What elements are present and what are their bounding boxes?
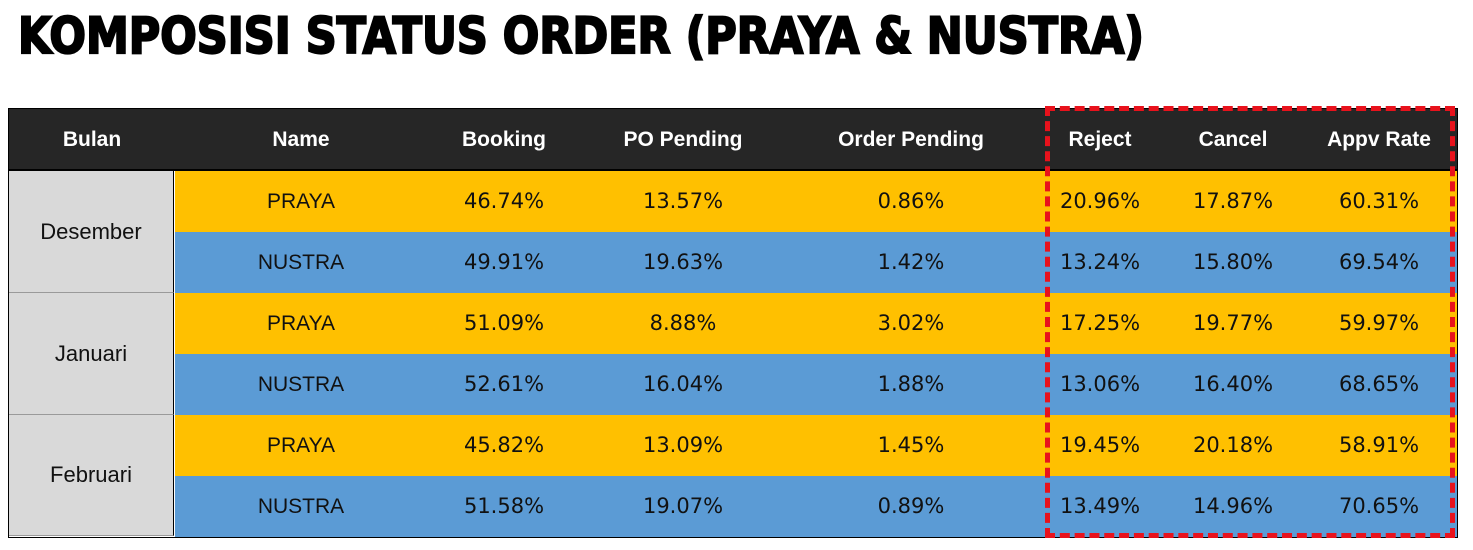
cell-po-pending: 8.88% [649,311,717,335]
table-row: PRAYA 51.09% 8.88% 3.02% 17.25% 19.77% 59.97% [175,293,1457,354]
cell-name: PRAYA [266,190,336,213]
cell-order-pending: 3.02% [877,311,945,335]
cell-order-pending: 1.42% [877,250,945,274]
cell-reject: 13.24% [1059,250,1141,274]
cell-appv-rate: 70.65% [1338,494,1420,518]
table-row: NUSTRA 49.91% 19.63% 1.42% 13.24% 15.80% 69.54… [175,232,1457,293]
column-header-reject: Reject [1068,128,1132,151]
cell-cancel: 14.96% [1192,494,1274,518]
cell-reject: 17.25% [1059,311,1141,335]
table-header: Bulan Name Booking PO Pending Order Pending R… [9,109,1457,171]
status-order-table: Bulan Name Booking PO Pending Order Pending R… [8,108,1458,538]
column-header-name: Name [272,128,330,151]
cell-appv-rate: 59.97% [1338,311,1420,335]
cell-name: PRAYA [266,434,336,457]
cell-booking: 46.74% [463,189,545,213]
cell-cancel: 19.77% [1192,311,1274,335]
cell-booking: 51.58% [463,494,545,518]
table-row: PRAYA 46.74% 13.57% 0.86% 20.96% 17.87% 60.31% [175,171,1457,232]
cell-booking: 51.09% [463,311,545,335]
cell-name: NUSTRA [257,495,345,518]
cell-order-pending: 1.45% [877,433,945,457]
cell-booking: 49.91% [463,250,545,274]
cell-booking: 52.61% [463,372,545,396]
cell-cancel: 16.40% [1192,372,1274,396]
cell-po-pending: 13.57% [642,189,724,213]
cell-po-pending: 19.63% [642,250,724,274]
cell-appv-rate: 58.91% [1338,433,1420,457]
column-header-booking: Booking [462,128,546,151]
cell-po-pending: 16.04% [642,372,724,396]
cell-po-pending: 13.09% [642,433,724,457]
cell-name: NUSTRA [257,373,345,396]
cell-reject: 13.06% [1059,372,1141,396]
cell-appv-rate: 60.31% [1338,189,1420,213]
cell-name: PRAYA [266,312,336,335]
cell-booking: 45.82% [463,433,545,457]
cell-reject: 20.96% [1059,189,1141,213]
month-cell: Desember [9,171,174,293]
column-header-appv-rate: Appv Rate [1327,128,1431,151]
cell-order-pending: 0.86% [877,189,945,213]
cell-order-pending: 0.89% [877,494,945,518]
table-row: PRAYA 45.82% 13.09% 1.45% 19.45% 20.18% 58.91% [175,415,1457,476]
cell-appv-rate: 69.54% [1338,250,1420,274]
cell-appv-rate: 68.65% [1338,372,1420,396]
column-header-po-pending: PO Pending [623,128,743,151]
month-cell: Januari [9,293,174,415]
cell-reject: 19.45% [1059,433,1141,457]
table-row: NUSTRA 52.61% 16.04% 1.88% 13.06% 16.40% 68.65… [175,354,1457,415]
cell-cancel: 17.87% [1192,189,1274,213]
cell-name: NUSTRA [257,251,345,274]
column-header-cancel: Cancel [1198,128,1268,151]
cell-order-pending: 1.88% [877,372,945,396]
cell-po-pending: 19.07% [642,494,724,518]
table-row: NUSTRA 51.58% 19.07% 0.89% 13.49% 14.96% 70.65… [175,476,1457,537]
column-header-order-pending: Order Pending [838,128,984,151]
cell-cancel: 20.18% [1192,433,1274,457]
month-cell: Februari [9,415,174,536]
cell-reject: 13.49% [1059,494,1141,518]
column-header-bulan: Bulan [62,128,122,151]
cell-cancel: 15.80% [1192,250,1274,274]
chart-title: KOMPOSISI STATUS ORDER (PRAYA & NUSTRA) [17,6,1145,66]
